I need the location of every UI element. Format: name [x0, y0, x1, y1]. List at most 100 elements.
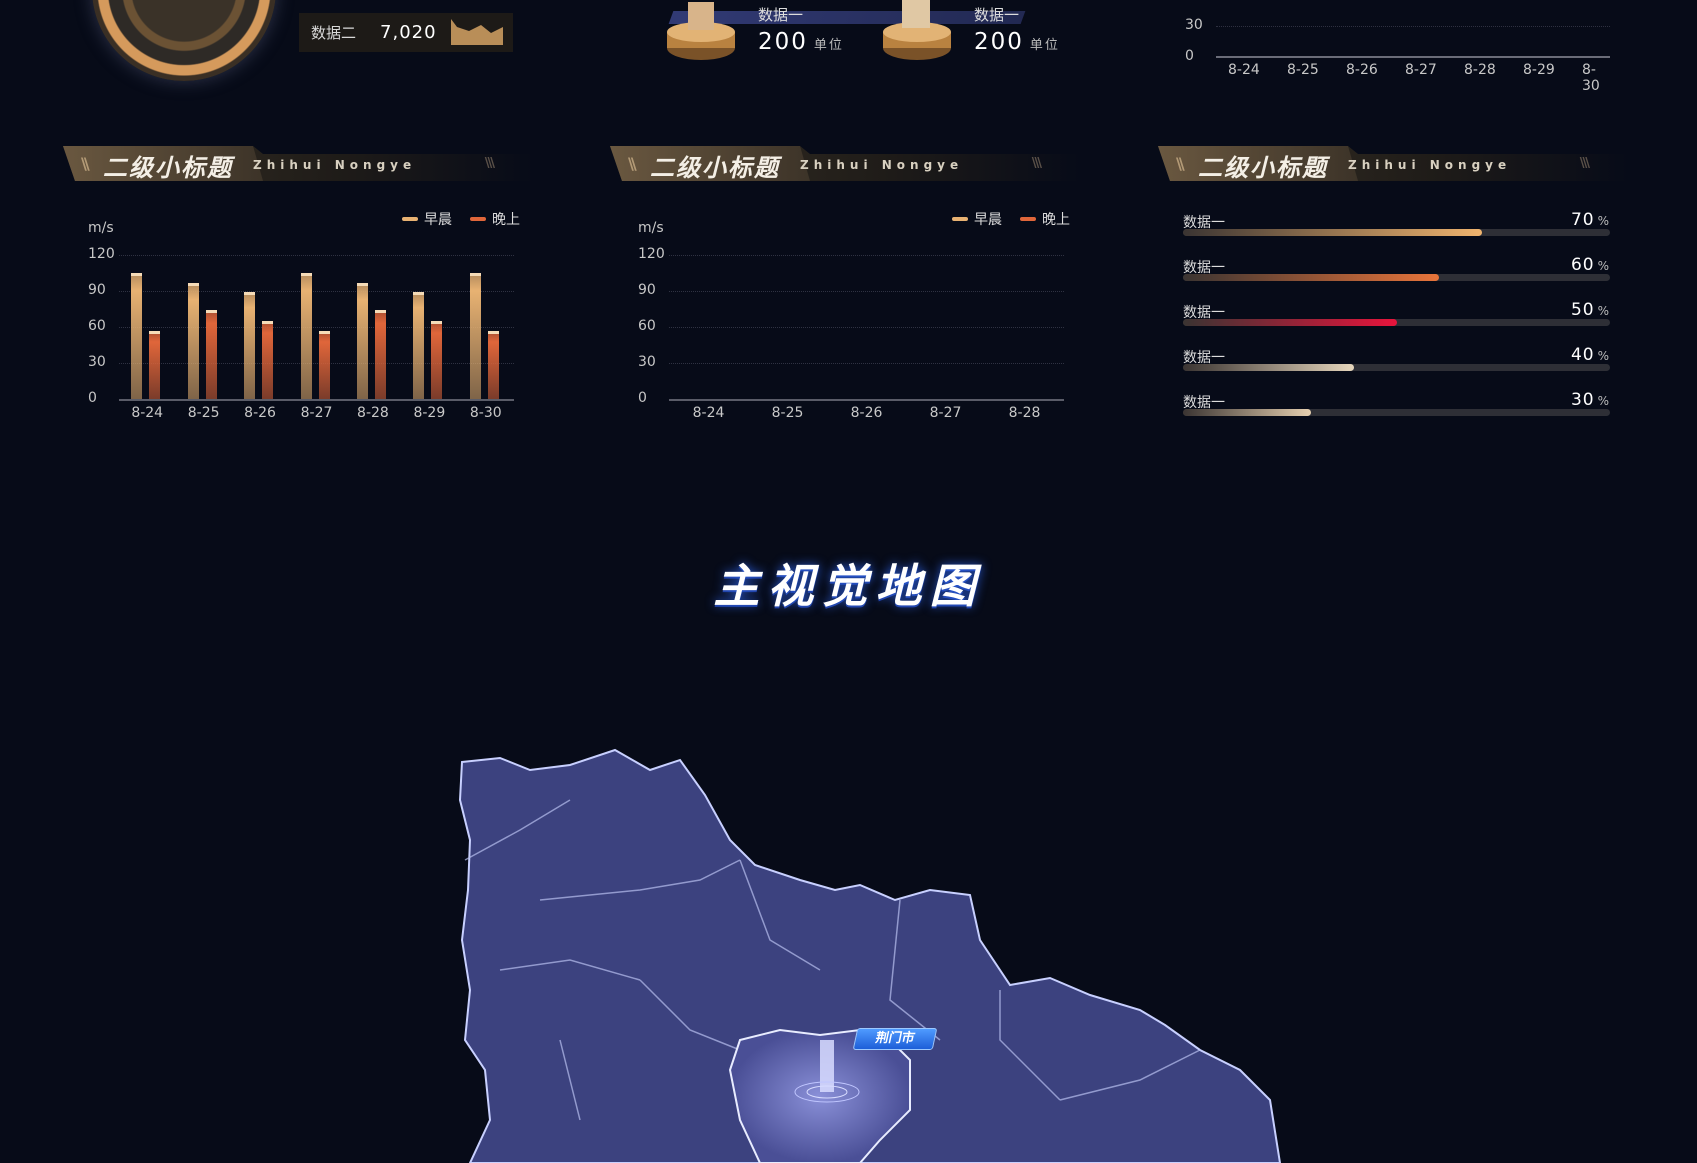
panel-title: 二级小标题: [1198, 154, 1328, 182]
location-beam: [820, 1040, 834, 1092]
progress-label: 数据一: [1183, 305, 1225, 321]
stat-unit: 单位: [813, 38, 844, 53]
x-tick: 8-28: [1008, 405, 1041, 421]
progress-label: 数据一: [1183, 395, 1225, 411]
x-tick: 8-25: [187, 405, 220, 421]
legend-swatch: [470, 217, 486, 221]
stat-card-data2: 数据二 7,020: [299, 13, 513, 52]
x-tick: 8-29: [1523, 62, 1555, 78]
progress-fill: [1183, 274, 1440, 281]
stat-value: 200: [974, 29, 1024, 55]
bar-evening: [431, 321, 443, 399]
stat-unit: 单位: [1029, 38, 1060, 53]
stat-value: 7,020: [380, 22, 437, 43]
stat-item: 数据一 200 单位: [758, 4, 844, 55]
stat-label: 数据一: [974, 6, 1020, 24]
grid-line: [669, 363, 1064, 364]
slash-decoration: \\\: [484, 156, 495, 171]
progress-unit: %: [1597, 259, 1610, 273]
progress-value: 30: [1570, 390, 1595, 410]
x-tick: 8-28: [1464, 62, 1496, 78]
y-tick: 30: [1185, 17, 1203, 33]
x-tick: 8-26: [1346, 62, 1378, 78]
x-tick: 8-28: [357, 405, 389, 421]
progress-fill: [1183, 364, 1354, 371]
progress-label: 数据一: [1183, 260, 1225, 276]
clipboard-pedestal-icon: [667, 2, 735, 60]
panel-title: 二级小标题: [103, 154, 233, 182]
bar-morning: [413, 292, 425, 399]
progress-percent: 40%: [1571, 345, 1610, 365]
progress-percent: 30%: [1571, 390, 1610, 410]
bar-evening: [205, 310, 217, 399]
panel-header: \\ 二级小标题 Zhihui Nongye \\\: [610, 146, 1080, 182]
slash-decoration: \\: [1176, 154, 1185, 173]
building-pedestal-icon: [883, 0, 951, 60]
bar-morning: [300, 273, 312, 399]
progress-percent: 70%: [1571, 210, 1610, 230]
grid-line: [669, 327, 1064, 328]
y-tick: 0: [88, 390, 97, 406]
bar-evening: [262, 321, 274, 399]
area-sparkline-icon: [451, 19, 503, 45]
panel-subtitle: Zhihui Nongye: [1348, 158, 1512, 172]
progress-value: 50: [1570, 300, 1595, 320]
grid-line: [119, 291, 514, 292]
x-tick: 8-25: [771, 405, 804, 421]
progress-label: 数据一: [1183, 215, 1225, 231]
bar-chart-empty: m/s 早晨 晚上 120 90 60 30 0 8-24 8-25 8-26 8-27 8-28: [630, 205, 1070, 430]
legend-swatch: [1020, 217, 1036, 221]
y-tick: 0: [638, 390, 647, 406]
progress-unit: %: [1597, 214, 1610, 228]
grid-line: [669, 255, 1064, 256]
bar-evening: [318, 330, 330, 399]
progress-row: 数据一 60%: [1183, 255, 1610, 281]
x-tick: 8-30: [469, 405, 502, 421]
bar-evening: [149, 330, 161, 399]
legend-swatch: [952, 217, 968, 221]
progress-fill: [1183, 409, 1312, 416]
map-title: 主视觉地图: [713, 559, 984, 613]
y-tick: 30: [638, 354, 656, 370]
x-tick: 8-27: [300, 405, 333, 421]
x-tick: 8-27: [1405, 62, 1437, 78]
panel-subtitle: Zhihui Nongye: [253, 158, 417, 172]
legend-label: 早晨: [424, 212, 452, 228]
y-tick: 60: [638, 318, 656, 334]
legend-label: 早晨: [974, 212, 1002, 228]
panel-header: \\ 二级小标题 Zhihui Nongye \\\: [1158, 146, 1628, 182]
legend-swatch: [402, 217, 418, 221]
progress-label: 数据一: [1183, 350, 1225, 366]
x-axis: [1216, 56, 1610, 58]
y-axis-unit: m/s: [638, 220, 664, 236]
progress-track: [1183, 409, 1610, 416]
x-tick: 8-24: [131, 405, 164, 421]
region-map: [458, 748, 1282, 1163]
progress-row: 数据一 40%: [1183, 345, 1610, 371]
progress-row: 数据一 30%: [1183, 390, 1610, 416]
chart-legend: 早晨 晚上: [934, 209, 1070, 229]
x-tick: 8-24: [692, 405, 725, 421]
progress-value: 60: [1570, 255, 1595, 275]
y-tick: 90: [88, 282, 106, 298]
chart-legend: 早晨 晚上: [384, 209, 520, 229]
progress-unit: %: [1597, 304, 1610, 318]
progress-track: [1183, 364, 1610, 371]
x-axis: [669, 399, 1064, 401]
x-tick: 8-24: [1228, 62, 1260, 78]
bar-morning: [131, 273, 143, 399]
map-region-outline: [458, 748, 1282, 1163]
progress-fill: [1183, 319, 1397, 326]
slash-decoration: \\\: [1579, 156, 1590, 171]
progress-percent: 60%: [1571, 255, 1610, 275]
city-label: 荆门市: [873, 1031, 917, 1046]
slash-decoration: \\\: [1031, 156, 1042, 171]
stat-item: 数据一 200 单位: [974, 4, 1060, 55]
panel-subtitle: Zhihui Nongye: [800, 158, 964, 172]
y-tick: 90: [638, 282, 656, 298]
y-tick: 30: [88, 354, 106, 370]
x-tick: 8-29: [413, 405, 446, 421]
progress-unit: %: [1597, 394, 1610, 408]
progress-row: 数据一 70%: [1183, 210, 1610, 236]
city-label-tag[interactable]: 荆门市: [852, 1028, 938, 1050]
